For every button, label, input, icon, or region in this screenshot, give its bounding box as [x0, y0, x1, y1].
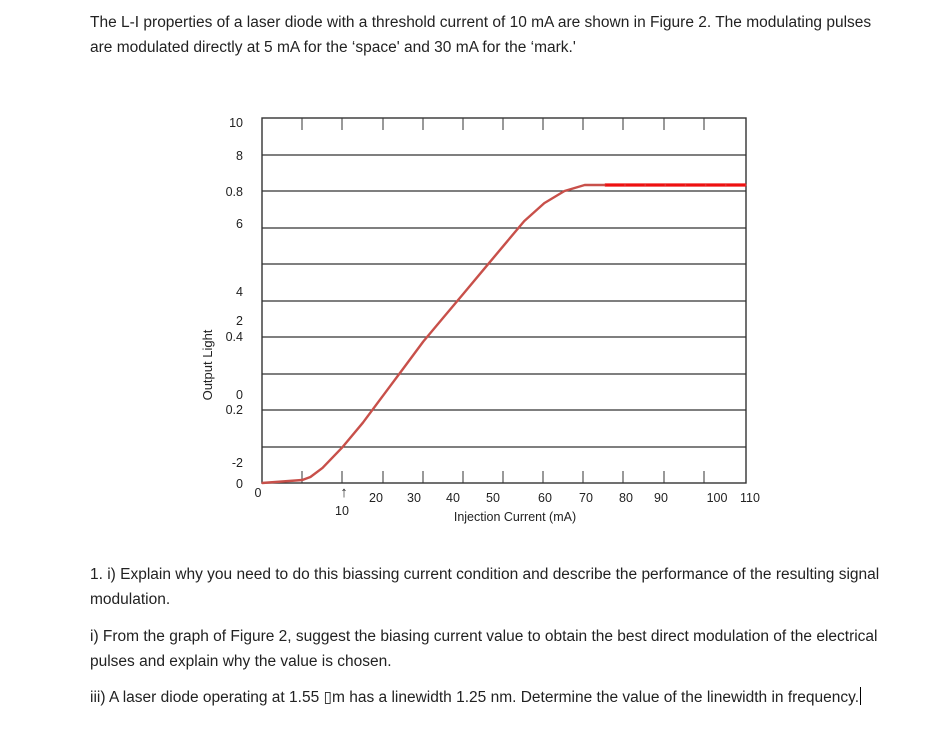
x-tick-label-9: 90: [654, 491, 668, 505]
x-tick-label-8: 80: [619, 491, 633, 505]
y-axis-label: Output Light: [200, 329, 215, 400]
li-curve-point-10: [442, 316, 445, 319]
intro-paragraph: The L-I properties of a laser diode with…: [90, 14, 872, 56]
question-3-text: iii) A laser diode operating at 1.55 ▯m …: [90, 689, 860, 706]
threshold-arrow: ↑: [340, 484, 348, 501]
y-tick-label-7: 0: [236, 388, 243, 402]
li-curve-point-8: [402, 367, 405, 370]
x-tick-label-10: 100: [707, 491, 728, 505]
y-tick-label-3: 6: [236, 217, 243, 231]
li-curve-point-9: [422, 340, 425, 343]
x-tick-label-1: 10: [335, 504, 349, 518]
li-curve-point-15: [543, 202, 546, 204]
x-tick-label-3: 30: [407, 491, 421, 505]
li-curve-point-13: [503, 244, 505, 246]
y-tick-label-0: 10: [229, 116, 243, 130]
li-curve-point-16: [563, 190, 566, 192]
li-curve-point-14: [523, 220, 525, 222]
li-curve-point-4: [321, 467, 324, 469]
li-curve-point-21: [664, 184, 667, 186]
x-tick-label-7: 70: [579, 491, 593, 505]
li-curve-point-20: [644, 184, 646, 186]
y-tick-label-5: 2: [236, 314, 243, 328]
li-curve-point-25: [745, 184, 747, 186]
li-curve-point-22: [684, 184, 687, 186]
li-curve-point-24: [725, 184, 727, 186]
li-curve-point-23: [704, 184, 707, 186]
li-curve-point-7: [382, 394, 384, 397]
y-tick-label-6: 0.4: [226, 330, 243, 344]
li-curve-point-1: [281, 480, 284, 483]
x-axis-label: Injection Current (mA): [454, 510, 576, 524]
y-tick-label-10: 0: [236, 477, 243, 491]
chart-grid: [261, 117, 747, 484]
li-curve: [261, 183, 747, 485]
question-3: iii) A laser diode operating at 1.55 ▯m …: [90, 685, 880, 710]
question-1: 1. i) Explain why you need to do this bi…: [90, 566, 880, 608]
y-tick-label-1: 8: [236, 149, 243, 163]
y-tick-label-2: 0.8: [226, 185, 243, 199]
li-curve-point-0: [261, 482, 263, 484]
x-tick-label-11: 110: [740, 491, 760, 505]
y-tick-label-9: -2: [232, 456, 243, 470]
li-curve-point-3: [309, 476, 312, 478]
question-2: i) From the graph of Figure 2, suggest t…: [90, 628, 878, 670]
li-curve-point-17: [583, 184, 586, 186]
x-tick-labels: 0 10 20 30 40 50 60 70 80 90 100 110: [255, 486, 760, 518]
x-tick-label-4: 40: [446, 491, 460, 505]
text-cursor: [860, 687, 862, 705]
li-curve-line: [261, 183, 746, 485]
y-tick-label-8: 0.2: [226, 403, 243, 417]
li-curve-point-2: [301, 479, 304, 481]
li-curve-point-11: [462, 292, 465, 295]
x-tick-label-5: 50: [486, 491, 500, 505]
li-curve-point-19: [624, 184, 626, 186]
x-tick-label-2: 20: [369, 491, 383, 505]
x-tick-label-0: 0: [255, 486, 262, 500]
x-tick-marks: [301, 118, 705, 483]
li-curve-point-6: [362, 422, 364, 424]
li-curve-point-18: [604, 184, 606, 186]
x-tick-label-6: 60: [538, 491, 552, 505]
li-curve-point-5: [341, 446, 344, 448]
y-tick-label-4: 4: [236, 285, 243, 299]
li-curve-point-12: [483, 268, 485, 271]
